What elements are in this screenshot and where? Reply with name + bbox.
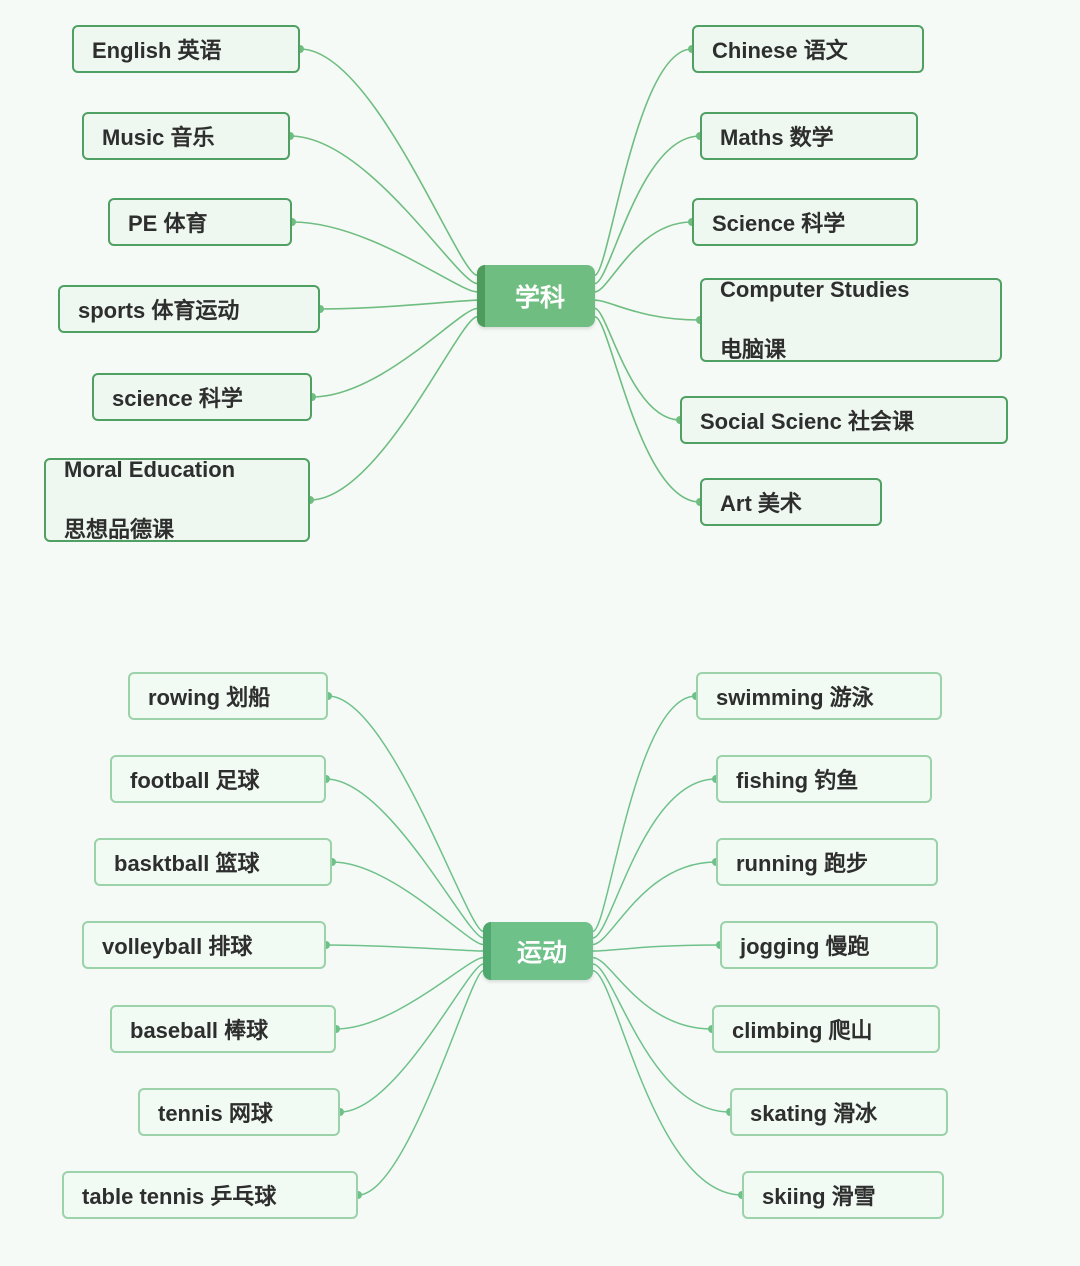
leaf-subjects-right-2: Science 科学 bbox=[692, 198, 918, 246]
connector bbox=[320, 300, 477, 309]
leaf-subjects-right-1: Maths 数学 bbox=[700, 112, 918, 160]
connector bbox=[593, 779, 716, 938]
connector bbox=[595, 300, 700, 320]
connector bbox=[595, 136, 700, 284]
leaf-subjects-right-5: Art 美术 bbox=[700, 478, 882, 526]
leaf-sports-right-1: fishing 钓鱼 bbox=[716, 755, 932, 803]
leaf-sports-right-4: climbing 爬山 bbox=[712, 1005, 940, 1053]
leaf-sports-right-0: swimming 游泳 bbox=[696, 672, 942, 720]
connector bbox=[328, 696, 483, 931]
connector bbox=[593, 964, 730, 1112]
connector bbox=[300, 49, 477, 275]
leaf-sports-left-3: volleyball 排球 bbox=[82, 921, 326, 969]
connector bbox=[358, 971, 483, 1195]
leaf-subjects-left-2: PE 体育 bbox=[108, 198, 292, 246]
leaf-subjects-left-1: Music 音乐 bbox=[82, 112, 290, 160]
connector bbox=[336, 958, 483, 1029]
leaf-subjects-right-4: Social Scienc 社会课 bbox=[680, 396, 1008, 444]
connector bbox=[292, 222, 477, 292]
leaf-subjects-left-3: sports 体育运动 bbox=[58, 285, 320, 333]
connector bbox=[595, 49, 692, 275]
connector bbox=[593, 696, 696, 931]
leaf-sports-left-4: baseball 棒球 bbox=[110, 1005, 336, 1053]
connector bbox=[326, 945, 483, 951]
connector bbox=[595, 222, 692, 292]
connector bbox=[310, 317, 477, 500]
mindmap-subjects: English 英语 Music 音乐 PE 体育 sports 体育运动 scienc… bbox=[0, 0, 1080, 620]
leaf-sports-left-1: football 足球 bbox=[110, 755, 326, 803]
connector bbox=[595, 309, 680, 421]
leaf-sports-right-6: skiing 滑雪 bbox=[742, 1171, 944, 1219]
leaf-sports-left-6: table tennis 乒乓球 bbox=[62, 1171, 358, 1219]
leaf-subjects-right-0: Chinese 语文 bbox=[692, 25, 924, 73]
connector bbox=[332, 862, 483, 944]
connector bbox=[593, 958, 712, 1029]
leaf-sports-left-5: tennis 网球 bbox=[138, 1088, 340, 1136]
connector bbox=[340, 964, 483, 1112]
leaf-subjects-right-3: Computer Studies电脑课 bbox=[700, 278, 1002, 362]
connector bbox=[326, 779, 483, 938]
leaf-sports-left-0: rowing 划船 bbox=[128, 672, 328, 720]
center-subjects: 学科 bbox=[477, 265, 595, 327]
connector bbox=[593, 862, 716, 944]
leaf-subjects-left-0: English 英语 bbox=[72, 25, 300, 73]
connector bbox=[593, 945, 720, 951]
leaf-sports-left-2: basktball 篮球 bbox=[94, 838, 332, 886]
leaf-sports-right-5: skating 滑冰 bbox=[730, 1088, 948, 1136]
center-sports: 运动 bbox=[483, 922, 593, 980]
leaf-subjects-left-4: science 科学 bbox=[92, 373, 312, 421]
leaf-sports-right-2: running 跑步 bbox=[716, 838, 938, 886]
connector bbox=[290, 136, 477, 284]
connector bbox=[312, 309, 477, 398]
mindmap-sports: rowing 划船 football 足球 basktball 篮球 volleyba… bbox=[0, 660, 1080, 1266]
leaf-subjects-left-5: Moral Education思想品德课 bbox=[44, 458, 310, 542]
leaf-sports-right-3: jogging 慢跑 bbox=[720, 921, 938, 969]
